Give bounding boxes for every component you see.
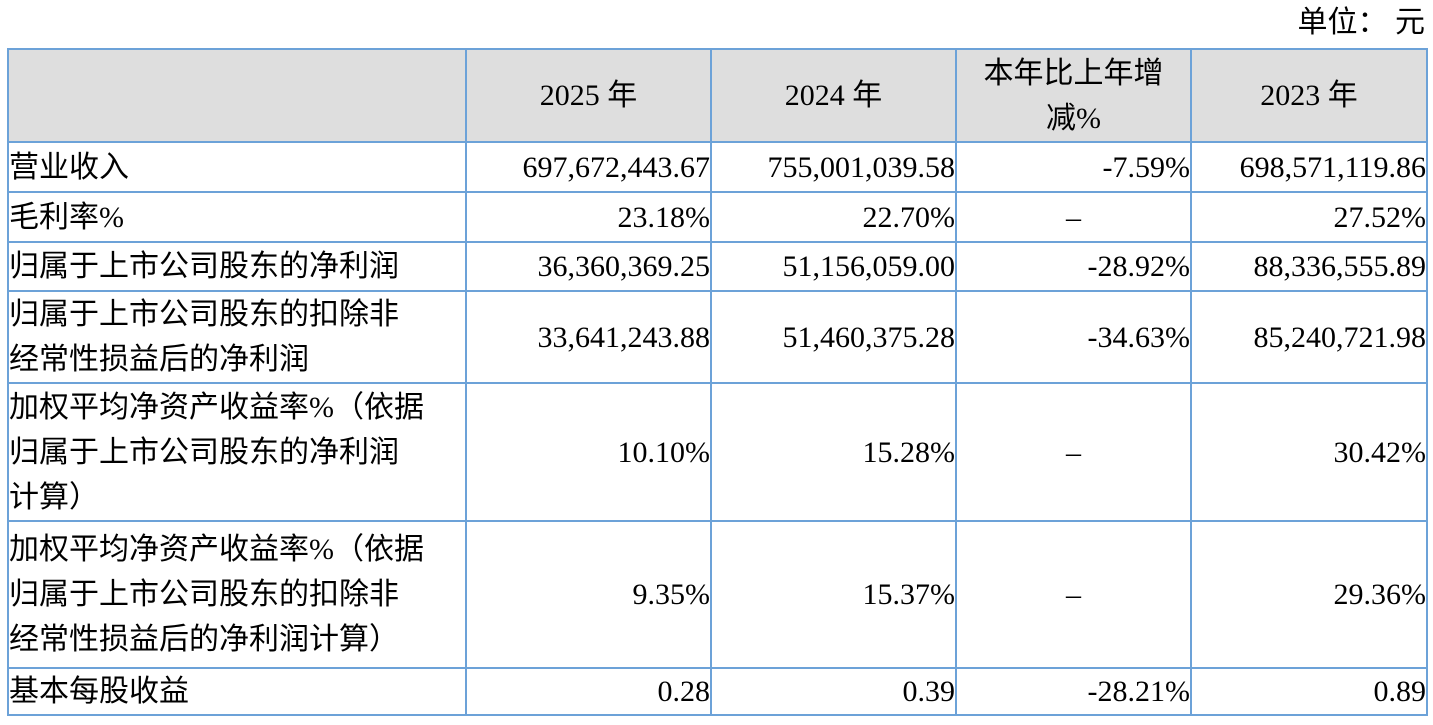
column-header-2025: 2025 年 bbox=[465, 48, 712, 143]
value-2023: 30.42% bbox=[1190, 382, 1428, 522]
value-2024: 51,460,375.28 bbox=[710, 290, 957, 384]
value-2023: 85,240,721.98 bbox=[1190, 290, 1428, 384]
value-2025: 36,360,369.25 bbox=[465, 241, 712, 292]
table-row-gross-margin: 毛利率% 23.18% 22.70% – 27.52% bbox=[7, 191, 1428, 243]
value-2025: 9.35% bbox=[465, 520, 712, 669]
value-yoy: -34.63% bbox=[955, 290, 1192, 384]
table-row-net-profit: 归属于上市公司股东的净利润 36,360,369.25 51,156,059.0… bbox=[7, 241, 1428, 292]
value-2023: 698,571,119.86 bbox=[1190, 141, 1428, 193]
row-label: 毛利率% bbox=[7, 191, 467, 243]
value-2024: 755,001,039.58 bbox=[710, 141, 957, 193]
column-header-metric bbox=[7, 48, 467, 143]
column-header-2024: 2024 年 bbox=[710, 48, 957, 143]
unit-label: 单位： 元 bbox=[1297, 6, 1426, 39]
value-yoy: -28.92% bbox=[955, 241, 1192, 292]
value-2023: 27.52% bbox=[1190, 191, 1428, 243]
value-yoy: – bbox=[955, 520, 1192, 669]
value-2024: 51,156,059.00 bbox=[710, 241, 957, 292]
row-label: 归属于上市公司股东的扣除非 经常性损益后的净利润 bbox=[7, 290, 467, 384]
row-label: 营业收入 bbox=[7, 141, 467, 193]
value-2023: 88,336,555.89 bbox=[1190, 241, 1428, 292]
row-label: 加权平均净资产收益率%（依据 归属于上市公司股东的净利润 计算） bbox=[7, 382, 467, 522]
table-row-basic-eps: 基本每股收益 0.28 0.39 -28.21% 0.89 bbox=[7, 667, 1428, 716]
value-2025: 697,672,443.67 bbox=[465, 141, 712, 193]
table-row-revenue: 营业收入 697,672,443.67 755,001,039.58 -7.59… bbox=[7, 141, 1428, 193]
column-header-yoy-change: 本年比上年增 减% bbox=[955, 48, 1192, 143]
value-yoy: – bbox=[955, 191, 1192, 243]
value-2023: 29.36% bbox=[1190, 520, 1428, 669]
row-label: 归属于上市公司股东的净利润 bbox=[7, 241, 467, 292]
value-2025: 33,641,243.88 bbox=[465, 290, 712, 384]
value-2024: 0.39 bbox=[710, 667, 957, 716]
value-2025: 10.10% bbox=[465, 382, 712, 522]
financial-summary-table: 2025 年 2024 年 本年比上年增 减% 2023 年 营业收入 697,… bbox=[7, 48, 1428, 716]
column-header-2023: 2023 年 bbox=[1190, 48, 1428, 143]
value-yoy: – bbox=[955, 382, 1192, 522]
value-2025: 0.28 bbox=[465, 667, 712, 716]
table-row-weighted-avg-roe-deducted: 加权平均净资产收益率%（依据 归属于上市公司股东的扣除非 经常性损益后的净利润计… bbox=[7, 520, 1428, 669]
value-2024: 15.28% bbox=[710, 382, 957, 522]
value-2023: 0.89 bbox=[1190, 667, 1428, 716]
value-2024: 22.70% bbox=[710, 191, 957, 243]
table-header-row: 2025 年 2024 年 本年比上年增 减% 2023 年 bbox=[7, 48, 1428, 143]
row-label: 基本每股收益 bbox=[7, 667, 467, 716]
value-2025: 23.18% bbox=[465, 191, 712, 243]
value-yoy: -7.59% bbox=[955, 141, 1192, 193]
table-row-weighted-avg-roe: 加权平均净资产收益率%（依据 归属于上市公司股东的净利润 计算） 10.10% … bbox=[7, 382, 1428, 522]
value-2024: 15.37% bbox=[710, 520, 957, 669]
value-yoy: -28.21% bbox=[955, 667, 1192, 716]
table-row-net-profit-deducted: 归属于上市公司股东的扣除非 经常性损益后的净利润 33,641,243.88 5… bbox=[7, 290, 1428, 384]
row-label: 加权平均净资产收益率%（依据 归属于上市公司股东的扣除非 经常性损益后的净利润计… bbox=[7, 520, 467, 669]
